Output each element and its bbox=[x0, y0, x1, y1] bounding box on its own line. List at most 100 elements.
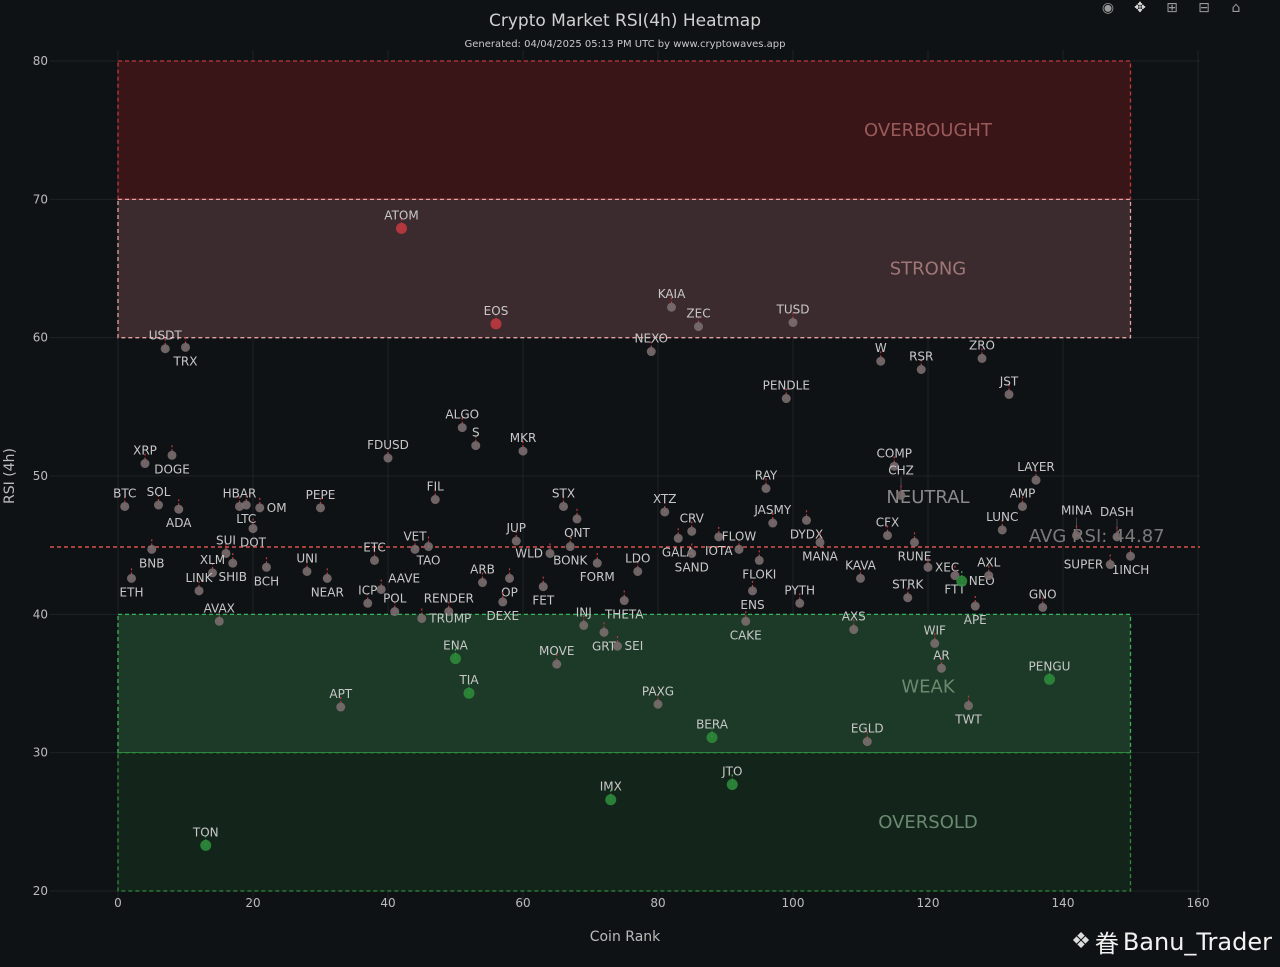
point-label: SHIB bbox=[219, 570, 247, 584]
camera-icon[interactable]: ◉ bbox=[1101, 0, 1115, 16]
point-label: BCH bbox=[254, 574, 279, 588]
point-form: FORM bbox=[580, 553, 615, 584]
point-paxg: PAXG bbox=[642, 684, 674, 709]
data-point bbox=[748, 586, 757, 596]
data-point bbox=[754, 555, 764, 565]
point-label: FORM bbox=[580, 570, 615, 584]
point-label: TON bbox=[192, 825, 219, 839]
point-label: ADA bbox=[166, 516, 192, 530]
point-label: CHZ bbox=[888, 463, 914, 477]
zoom-in-icon[interactable]: ⊞ bbox=[1166, 0, 1178, 16]
point-label: SAND bbox=[675, 560, 709, 574]
data-point bbox=[194, 586, 204, 596]
point-bera: BERA bbox=[696, 717, 729, 743]
x-tick-label: 40 bbox=[380, 896, 395, 910]
point-zro: ZRO bbox=[969, 338, 995, 363]
point-fet: FET bbox=[532, 576, 555, 608]
home-icon[interactable]: ⌂ bbox=[1231, 0, 1241, 16]
average-line: AVG RSI: 44.87 bbox=[50, 526, 1200, 548]
zoom-out-icon[interactable]: ⊟ bbox=[1198, 0, 1210, 16]
point-label: NEXO bbox=[635, 332, 668, 346]
point-rune: RUNE bbox=[898, 532, 931, 563]
data-point bbox=[916, 364, 926, 374]
point-label: WLD bbox=[515, 546, 543, 560]
point-sand: SAND bbox=[675, 543, 709, 574]
point-label: GNO bbox=[1029, 587, 1057, 601]
point-usdt: USDT bbox=[149, 329, 182, 354]
point-xlm: XLM bbox=[200, 553, 225, 578]
point-label: SOL bbox=[147, 485, 171, 499]
data-point bbox=[734, 544, 744, 554]
point-label: LDO bbox=[625, 551, 650, 565]
data-point bbox=[889, 461, 899, 471]
point-dexe: DEXE bbox=[486, 591, 519, 623]
point-grt: GRT bbox=[592, 622, 617, 653]
pan-icon[interactable]: ✥ bbox=[1134, 0, 1146, 16]
data-point bbox=[565, 542, 575, 552]
point-label: PENGU bbox=[1029, 659, 1071, 673]
point-btc: BTC bbox=[113, 486, 136, 511]
data-point bbox=[511, 536, 521, 546]
data-point bbox=[1112, 532, 1122, 542]
zones: OVERBOUGHT STRONG NEUTRAL WEAK OVERSOLD bbox=[117, 60, 1132, 892]
data-point bbox=[383, 453, 393, 463]
point-label: AMP bbox=[1010, 486, 1036, 500]
zone-label: OVERBOUGHT bbox=[864, 120, 993, 141]
point-label: PEPE bbox=[306, 488, 336, 502]
data-point bbox=[241, 500, 251, 510]
point-super: SUPER bbox=[1064, 554, 1115, 572]
point-label: AR bbox=[933, 648, 950, 662]
x-tick-label: 0 bbox=[114, 896, 122, 910]
data-point bbox=[538, 582, 548, 592]
point-label: AAVE bbox=[388, 571, 420, 585]
point-label: ETH bbox=[120, 585, 144, 599]
point-lunc: LUNC bbox=[986, 510, 1018, 535]
point-label: XEC bbox=[935, 560, 959, 574]
data-point bbox=[599, 627, 609, 637]
data-point bbox=[633, 566, 643, 576]
point-move: MOVE bbox=[539, 644, 574, 669]
data-point bbox=[228, 558, 238, 568]
data-point bbox=[592, 558, 602, 568]
point-pendle: PENDLE bbox=[763, 379, 810, 404]
point-label: TUSD bbox=[776, 302, 810, 316]
point-nexo: NEXO bbox=[635, 332, 668, 357]
zone-label: WEAK bbox=[901, 676, 955, 697]
point-label: MOVE bbox=[539, 644, 574, 658]
point-jasmy: JASMY bbox=[753, 503, 792, 528]
data-point bbox=[518, 446, 528, 456]
point-fil: FIL bbox=[427, 480, 444, 505]
data-point bbox=[605, 794, 617, 806]
point-etc: ETC bbox=[363, 540, 386, 565]
point-label: TAO bbox=[416, 554, 441, 568]
data-point bbox=[262, 562, 271, 572]
point-comp: COMP bbox=[877, 446, 912, 471]
x-axis-label: Coin Rank bbox=[590, 929, 661, 945]
data-point bbox=[970, 601, 980, 611]
data-point bbox=[896, 490, 906, 500]
data-point bbox=[322, 573, 332, 583]
chart-title: Crypto Market RSI(4h) Heatmap bbox=[489, 11, 761, 31]
point-label: XTZ bbox=[653, 492, 677, 506]
data-point bbox=[910, 537, 919, 547]
point-ens: ENS bbox=[740, 580, 765, 612]
point-label: TWT bbox=[954, 713, 982, 727]
point-label: ZRO bbox=[969, 338, 995, 352]
point-bnb: BNB bbox=[139, 539, 164, 570]
point-s: S bbox=[471, 426, 481, 451]
point-ray: RAY bbox=[755, 468, 778, 493]
point-label: 1INCH bbox=[1112, 563, 1150, 577]
point-label: RSR bbox=[909, 349, 933, 363]
point-ena: ENA bbox=[443, 639, 469, 665]
data-point bbox=[673, 533, 683, 543]
point-label: FLOW bbox=[722, 529, 757, 543]
x-tick-label: 160 bbox=[1187, 896, 1210, 910]
point-pyth: PYTH bbox=[784, 583, 815, 608]
data-point bbox=[726, 778, 738, 790]
point-label: BONK bbox=[553, 554, 588, 568]
point-label: COMP bbox=[877, 446, 912, 460]
data-point bbox=[862, 737, 872, 747]
watermark-text: Banu_Trader bbox=[1122, 927, 1272, 956]
point-jto: JTO bbox=[721, 764, 742, 790]
